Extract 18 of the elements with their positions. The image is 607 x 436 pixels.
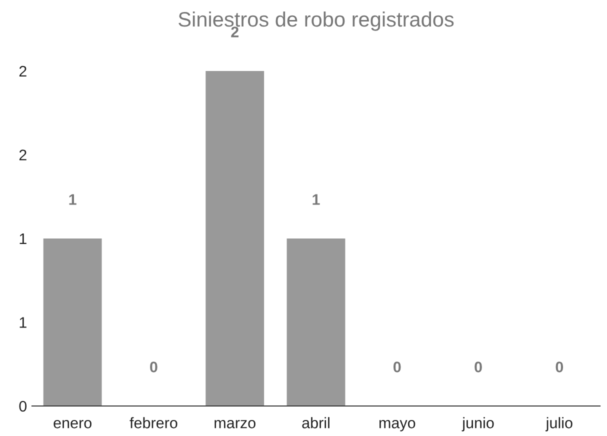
y-tick-label: 1 — [20, 317, 26, 328]
data-label: 0 — [394, 362, 401, 372]
x-tick-label: mayo — [379, 420, 416, 432]
data-label: 0 — [474, 362, 482, 372]
x-tick-label: febrero — [130, 417, 178, 428]
x-tick-label: abril — [302, 417, 330, 428]
data-label: 1 — [312, 194, 320, 205]
x-tick-label: junio — [462, 417, 494, 432]
y-tick-label: 2 — [19, 66, 26, 77]
y-tick-label: 2 — [19, 150, 26, 160]
data-label: 0 — [150, 362, 158, 372]
data-label: 1 — [69, 194, 76, 205]
y-tick-label: 0 — [19, 400, 27, 412]
y-tick-label: 1 — [20, 234, 26, 244]
x-tick-label: julio — [545, 417, 572, 432]
data-label: 0 — [556, 362, 564, 372]
x-tick-label: enero — [54, 420, 92, 428]
x-tick-label: marzo — [214, 420, 256, 428]
